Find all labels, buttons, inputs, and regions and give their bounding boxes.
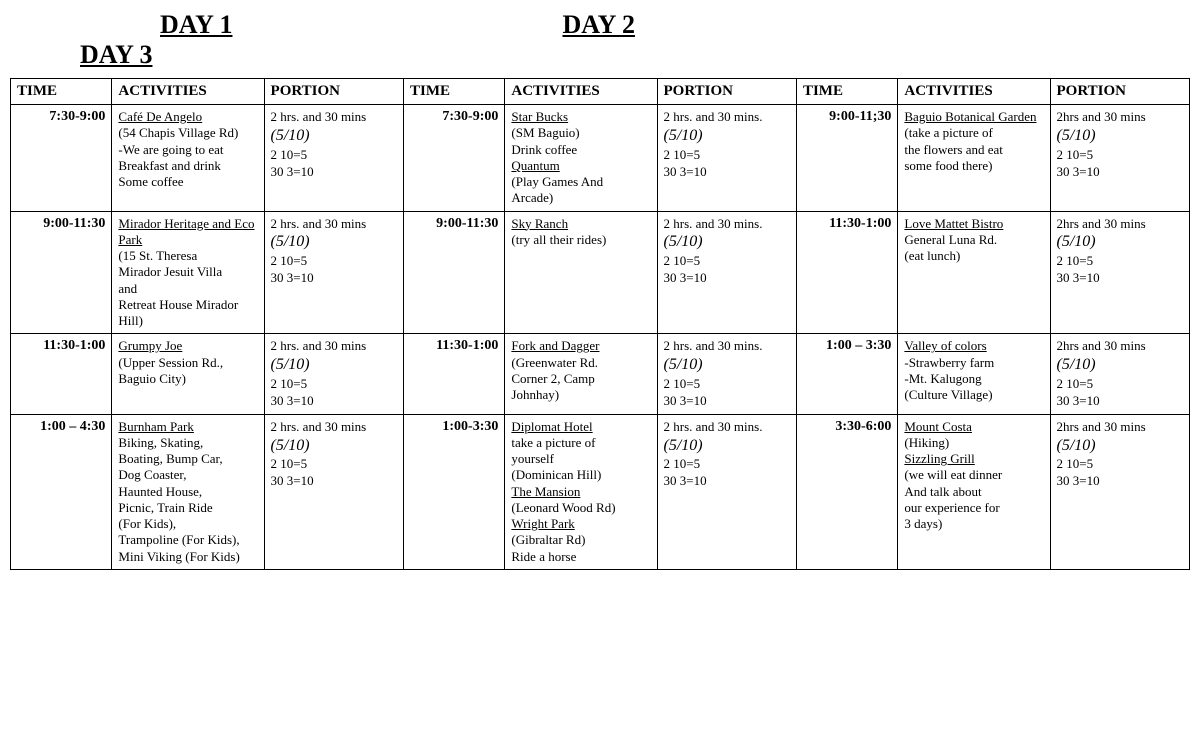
time-cell: 9:00-11:30 xyxy=(11,211,112,334)
header-portion-2: PORTION xyxy=(657,79,796,105)
portion-cell: 2 hrs. and 30 mins.(5/10)2 10=530 3=10 xyxy=(657,414,796,569)
time-cell: 1:00 – 4:30 xyxy=(11,414,112,569)
activity-cell: Star Bucks(SM Baguio)Drink coffeeQuantum… xyxy=(505,105,657,212)
header-time-3: TIME xyxy=(796,79,897,105)
portion-cell: 2 hrs. and 30 mins.(5/10)2 10=530 3=10 xyxy=(657,105,796,212)
activity-cell: Burnham ParkBiking, Skating,Boating, Bum… xyxy=(112,414,264,569)
table-row: 1:00 – 4:30Burnham ParkBiking, Skating,B… xyxy=(11,414,1190,569)
portion-cell: 2 hrs. and 30 mins.(5/10)2 10=530 3=10 xyxy=(657,334,796,414)
day-titles: DAY 1 DAY 2 DAY 3 xyxy=(80,10,1190,70)
table-body: 7:30-9:00Café De Angelo(54 Chapis Villag… xyxy=(11,105,1190,570)
time-cell: 1:00 – 3:30 xyxy=(796,334,897,414)
activity-cell: Valley of colors-Strawberry farm-Mt. Kal… xyxy=(898,334,1050,414)
time-cell: 11:30-1:00 xyxy=(11,334,112,414)
time-cell: 11:30-1:00 xyxy=(403,334,504,414)
time-cell: 9:00-11:30 xyxy=(403,211,504,334)
activity-cell: Mount Costa(Hiking)Sizzling Grill(we wil… xyxy=(898,414,1050,569)
table-header-row: TIME ACTIVITIES PORTION TIME ACTIVITIES … xyxy=(11,79,1190,105)
time-cell: 9:00-11;30 xyxy=(796,105,897,212)
portion-cell: 2hrs and 30 mins(5/10)2 10=530 3=10 xyxy=(1050,414,1190,569)
portion-cell: 2 hrs. and 30 mins(5/10)2 10=530 3=10 xyxy=(264,414,403,569)
day-2-title: DAY 2 xyxy=(562,10,634,40)
activity-cell: Café De Angelo(54 Chapis Village Rd)-We … xyxy=(112,105,264,212)
time-cell: 7:30-9:00 xyxy=(403,105,504,212)
header-activities-3: ACTIVITIES xyxy=(898,79,1050,105)
portion-cell: 2 hrs. and 30 mins(5/10)2 10=530 3=10 xyxy=(264,105,403,212)
activity-cell: Baguio Botanical Garden(take a picture o… xyxy=(898,105,1050,212)
table-row: 7:30-9:00Café De Angelo(54 Chapis Villag… xyxy=(11,105,1190,212)
activity-cell: Fork and Dagger(Greenwater Rd.Corner 2, … xyxy=(505,334,657,414)
time-cell: 1:00-3:30 xyxy=(403,414,504,569)
time-cell: 7:30-9:00 xyxy=(11,105,112,212)
header-time-1: TIME xyxy=(11,79,112,105)
time-cell: 11:30-1:00 xyxy=(796,211,897,334)
header-activities-1: ACTIVITIES xyxy=(112,79,264,105)
table-row: 11:30-1:00Grumpy Joe(Upper Session Rd.,B… xyxy=(11,334,1190,414)
portion-cell: 2 hrs. and 30 mins(5/10)2 10=530 3=10 xyxy=(264,211,403,334)
header-activities-2: ACTIVITIES xyxy=(505,79,657,105)
portion-cell: 2hrs and 30 mins(5/10)2 10=530 3=10 xyxy=(1050,334,1190,414)
activity-cell: Grumpy Joe(Upper Session Rd.,Baguio City… xyxy=(112,334,264,414)
activity-cell: Diplomat Hoteltake a picture ofyourself(… xyxy=(505,414,657,569)
portion-cell: 2 hrs. and 30 mins(5/10)2 10=530 3=10 xyxy=(264,334,403,414)
portion-cell: 2hrs and 30 mins(5/10)2 10=530 3=10 xyxy=(1050,211,1190,334)
portion-cell: 2hrs and 30 mins(5/10)2 10=530 3=10 xyxy=(1050,105,1190,212)
portion-cell: 2 hrs. and 30 mins.(5/10)2 10=530 3=10 xyxy=(657,211,796,334)
table-row: 9:00-11:30Mirador Heritage and Eco Park(… xyxy=(11,211,1190,334)
activity-cell: Love Mattet BistroGeneral Luna Rd.(eat l… xyxy=(898,211,1050,334)
day-3-title: DAY 3 xyxy=(80,40,152,70)
itinerary-table: TIME ACTIVITIES PORTION TIME ACTIVITIES … xyxy=(10,78,1190,570)
header-portion-3: PORTION xyxy=(1050,79,1190,105)
activity-cell: Mirador Heritage and Eco Park(15 St. The… xyxy=(112,211,264,334)
time-cell: 3:30-6:00 xyxy=(796,414,897,569)
header-portion-1: PORTION xyxy=(264,79,403,105)
day-1-title: DAY 1 xyxy=(160,10,232,40)
activity-cell: Sky Ranch(try all their rides) xyxy=(505,211,657,334)
header-time-2: TIME xyxy=(403,79,504,105)
